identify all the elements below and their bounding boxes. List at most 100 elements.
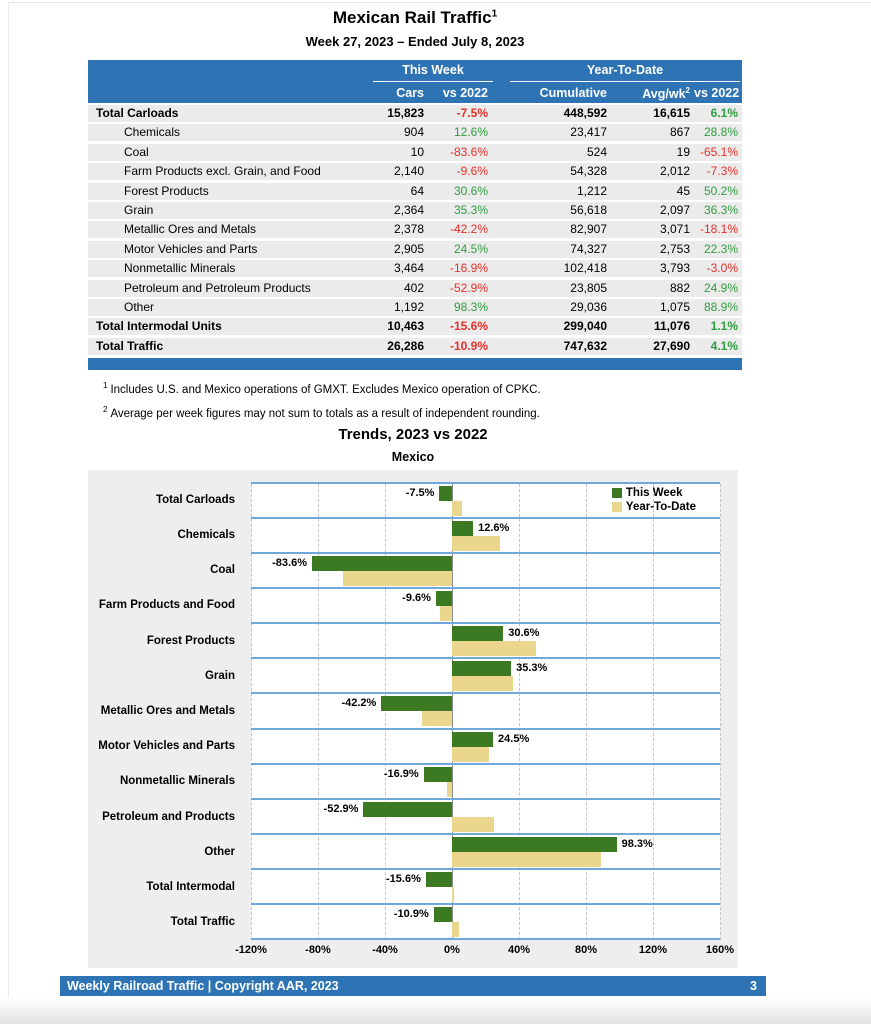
chart-row: -83.6% <box>251 554 720 590</box>
cell-cars: 10 <box>410 144 424 159</box>
bar-year-to-date <box>452 536 501 552</box>
page-title-text: Mexican Rail Traffic <box>332 8 492 27</box>
footnote-marker: 1 <box>103 381 108 390</box>
cell-cumulative: 29,036 <box>570 299 607 314</box>
chart-category-labels: Total Carloads Chemicals Coal Farm Products… <box>88 482 243 940</box>
bar-value-label: -83.6% <box>272 557 307 570</box>
table-row: Coal 10 -83.6% 524 19 -65.1% <box>88 143 742 161</box>
bar-year-to-date <box>452 641 537 657</box>
x-tick-label: -120% <box>235 944 267 956</box>
chart-rows: -7.5% 12.6% -83.6% -9.6% 30.6% 35.3% -42.2% 24.… <box>251 484 720 941</box>
chart-row: -7.5% <box>251 484 720 520</box>
footnote: 2 Average per week figures may not sum to… <box>103 400 541 424</box>
cell-cars: 2,140 <box>393 164 424 179</box>
trends-chart: Total Carloads Chemicals Coal Farm Products… <box>88 470 738 968</box>
chart-category-label: Total Carloads <box>155 493 235 506</box>
bar-this-week <box>363 801 452 817</box>
chart-category-label: Grain <box>204 669 235 682</box>
legend-item-year-to-date: Year-To-Date <box>611 501 696 513</box>
legend-swatch <box>611 488 622 498</box>
table-row: Motor Vehicles and Parts 2,905 24.5% 74,327… <box>88 240 742 258</box>
bar-this-week <box>452 836 617 852</box>
bar-year-to-date <box>421 711 452 727</box>
cell-avg-per-week: 867 <box>669 125 690 140</box>
table-row: Metallic Ores and Metals 2,378 -42.2% 82,90… <box>88 221 742 239</box>
cell-avg-per-week: 2,097 <box>659 202 690 217</box>
bar-value-label: -7.5% <box>405 487 435 499</box>
title-superscript: 1 <box>491 8 498 20</box>
page-title: Mexican Rail Traffic1 <box>0 8 830 28</box>
cell-avg-per-week: 11,076 <box>653 319 690 334</box>
chart-row: 98.3% <box>251 835 720 870</box>
bar-this-week <box>435 591 452 607</box>
cell-vs-2022-week: -7.5% <box>456 106 488 120</box>
table-body: Total Carloads 15,823 -7.5% 448,592 16,615 6.… <box>88 105 742 355</box>
bar-year-to-date <box>452 746 490 762</box>
table-row: Nonmetallic Minerals 3,464 -16.9% 102,418 3,… <box>88 260 742 278</box>
group-header-this-week: This Week <box>402 63 464 77</box>
bar-this-week <box>452 521 474 537</box>
cell-vs-2022-ytd: -3.0% <box>706 261 738 276</box>
bar-this-week <box>423 766 452 782</box>
gridline <box>385 484 386 940</box>
footnote-text: Average per week figures may not sum to … <box>110 407 540 420</box>
group-underline-year-to-date <box>510 81 740 82</box>
table-row: Grain 2,364 35.3% 56,618 2,097 36.3% <box>88 201 742 219</box>
cell-avg-per-week: 882 <box>669 280 690 295</box>
chart-category-label: Total Traffic <box>170 916 235 929</box>
cell-avg-per-week: 19 <box>676 144 690 159</box>
cell-avg-per-week: 2,012 <box>659 164 690 179</box>
cell-cars: 3,464 <box>393 261 424 276</box>
cell-vs-2022-ytd: -18.1% <box>699 222 738 237</box>
row-label: Farm Products excl. Grain, and Food <box>124 164 321 179</box>
chart-category-label: Chemicals <box>177 528 235 541</box>
column-header-vs-2022-week: vs 2022 <box>442 85 488 100</box>
bar-this-week <box>311 556 452 572</box>
cell-cars: 26,286 <box>387 338 424 353</box>
table-row: Total Carloads 15,823 -7.5% 448,592 16,615 6.… <box>88 105 742 122</box>
x-tick-label: 120% <box>638 944 668 956</box>
cell-cars: 64 <box>410 183 424 198</box>
cell-vs-2022-ytd: 4.1% <box>710 338 738 353</box>
table-row: Other 1,192 98.3% 29,036 1,075 88.9% <box>88 298 742 316</box>
chart-row: -16.9% <box>251 765 720 800</box>
cell-avg-per-week: 1,075 <box>659 299 690 314</box>
legend-label: Year-To-Date <box>625 501 696 513</box>
chart-row: -15.6% <box>251 870 720 905</box>
bar-year-to-date <box>439 606 452 622</box>
cell-cumulative: 1,212 <box>576 183 607 198</box>
chart-category-label: Farm Products and Food <box>98 599 235 612</box>
bar-value-label: -10.9% <box>393 907 429 920</box>
cell-vs-2022-week: 35.3% <box>453 202 488 217</box>
cell-avg-per-week: 2,753 <box>659 241 690 256</box>
footnotes: 1 Includes U.S. and Mexico operations of … <box>103 376 541 424</box>
cell-vs-2022-week: -42.2% <box>449 222 488 237</box>
cell-vs-2022-ytd: -65.1% <box>699 144 738 159</box>
row-label: Grain <box>124 202 154 217</box>
column-header-row: Cars vs 2022 Cumulative Avg/wk2 vs 2022 <box>88 86 742 101</box>
cell-vs-2022-ytd: 6.1% <box>710 106 738 120</box>
footnote-text: Includes U.S. and Mexico operations of G… <box>110 383 541 396</box>
row-label: Motor Vehicles and Parts <box>124 241 258 256</box>
cell-vs-2022-ytd: 22.3% <box>703 241 738 256</box>
chart-category-label: Coal <box>210 564 235 577</box>
row-label: Coal <box>124 144 149 159</box>
row-label: Total Carloads <box>96 106 179 120</box>
bar-this-week <box>381 696 452 712</box>
chart-category-label: Forest Products <box>146 634 235 647</box>
gridline <box>653 484 654 940</box>
cell-cars: 904 <box>403 125 424 140</box>
cell-avg-per-week: 45 <box>676 183 690 198</box>
chart-category-label: Other <box>204 845 235 858</box>
cell-cars: 2,364 <box>393 202 424 217</box>
footnote-marker: 2 <box>103 404 108 414</box>
cell-cumulative: 448,592 <box>563 106 607 120</box>
legend-label: This Week <box>625 487 683 499</box>
bar-value-label: -9.6% <box>402 592 431 605</box>
cell-vs-2022-ytd: 88.9% <box>703 299 738 314</box>
table-row: Farm Products excl. Grain, and Food 2,140… <box>88 163 742 181</box>
column-header-cumulative: Cumulative <box>539 85 607 100</box>
chart-category-label: Total Intermodal <box>146 881 235 894</box>
cell-vs-2022-week: -16.9% <box>449 261 488 276</box>
cell-vs-2022-ytd: 28.8% <box>703 125 738 140</box>
